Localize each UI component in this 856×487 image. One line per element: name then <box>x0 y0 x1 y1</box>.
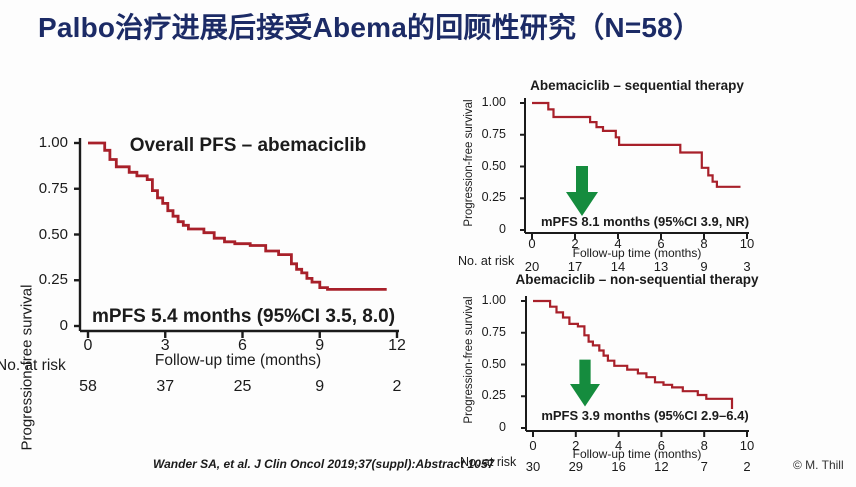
y-tick-label: 0.75 <box>38 179 68 197</box>
y-tick-label: 0.25 <box>481 388 506 403</box>
y-tick-labels: 1.00 0.75 0.50 0.25 0 <box>478 95 508 246</box>
chart-title: Abemaciclib – non-sequential therapy <box>515 272 759 287</box>
y-tick-label: 0 <box>59 317 68 334</box>
x-tick-label: 10 <box>739 438 755 453</box>
y-tick-label: 1.00 <box>38 134 68 151</box>
chart-title: Abemaciclib – sequential therapy <box>530 78 744 93</box>
mpfs-annotation: mPFS 8.1 months (95%CI 3.9, NR) <box>540 214 750 229</box>
y-tick-label: 0 <box>499 420 506 434</box>
km-plot <box>521 296 749 437</box>
y-tick-label: 0 <box>499 222 506 236</box>
at-risk-value: 2 <box>392 378 402 395</box>
at-risk-value: 13 <box>653 259 669 274</box>
x-tick-label: 10 <box>739 236 755 251</box>
km-plot <box>74 138 399 338</box>
sequential-therapy-km-chart: Abemaciclib – sequential therapy Progres… <box>440 70 856 274</box>
overall-pfs-km-chart: Overall PFS – abemaciclib Progression-fr… <box>0 125 436 450</box>
x-axis-label: Follow-up time (months) <box>154 352 322 369</box>
y-tick-labels: 1.00 0.75 0.50 0.25 0 <box>34 134 70 347</box>
y-axis-label: Progression-free survival <box>463 99 475 227</box>
x-tick-label: 0 <box>83 337 93 354</box>
y-tick-label: 0.50 <box>481 158 506 173</box>
x-tick-label: 6 <box>238 337 247 354</box>
x-tick-label: 6 <box>657 438 665 453</box>
at-risk-value: 12 <box>654 459 669 474</box>
at-risk-value: 58 <box>79 378 97 395</box>
mpfs-annotation: mPFS 5.4 months (95%CI 3.5, 8.0) <box>92 306 396 327</box>
chart-title: Overall PFS – abemaciclib <box>129 135 367 156</box>
at-risk-value: 17 <box>567 259 583 274</box>
km-plot <box>520 98 749 239</box>
at-risk-value: 3 <box>743 259 751 274</box>
y-tick-label: 0.50 <box>38 225 68 243</box>
at-risk-value: 2 <box>743 459 751 474</box>
x-tick-label: 0 <box>529 438 537 453</box>
x-tick-label: 2 <box>572 438 580 453</box>
y-tick-label: 0.50 <box>481 356 506 371</box>
citation-text: Wander SA, et al. J Clin Oncol 2019;37(s… <box>153 457 495 471</box>
x-tick-label: 4 <box>614 438 623 453</box>
at-risk-value: 9 <box>700 259 708 274</box>
slide-title: Palbo治疗进展后接受Abema的回顾性研究（N=58） <box>38 12 702 43</box>
at-risk-value: 30 <box>525 459 541 474</box>
x-tick-label: 8 <box>700 438 708 453</box>
at-risk-label: No. at risk <box>458 254 515 268</box>
at-risk-value: 14 <box>610 259 626 274</box>
at-risk-value: 29 <box>568 459 584 474</box>
y-axis-label: Progression-free survival <box>463 296 475 424</box>
at-risk-value: 7 <box>700 459 708 474</box>
y-tick-label: 0.75 <box>481 126 506 141</box>
x-tick-label: 6 <box>657 236 665 251</box>
at-risk-value: 9 <box>315 378 325 395</box>
x-tick-label: 3 <box>160 337 170 354</box>
green-down-arrow-icon <box>570 359 600 407</box>
green-down-arrow-icon <box>566 166 598 216</box>
x-tick-label: 8 <box>700 236 708 251</box>
x-tick-label: 4 <box>614 236 622 251</box>
x-tick-label: 12 <box>388 337 406 354</box>
y-tick-label: 1.00 <box>481 293 506 307</box>
at-risk-value: 25 <box>233 378 252 395</box>
at-risk-label: No. at risk <box>460 455 517 469</box>
non-sequential-therapy-km-chart: Abemaciclib – non-sequential therapy Pro… <box>440 268 856 482</box>
at-risk-value: 16 <box>611 459 626 474</box>
x-tick-label: 2 <box>571 236 579 251</box>
copyright-text: © M. Thill <box>793 458 844 472</box>
at-risk-value: 37 <box>156 378 175 395</box>
x-axis-label: Follow-up time (months) <box>572 246 702 260</box>
mpfs-annotation: mPFS 3.9 months (95%CI 2.9–6.4) <box>541 408 749 423</box>
y-tick-label: 0.75 <box>481 324 506 339</box>
x-tick-label: 0 <box>528 236 536 251</box>
x-axis-label: Follow-up time (months) <box>572 447 702 461</box>
y-tick-label: 1.00 <box>481 95 506 109</box>
x-tick-label: 9 <box>315 337 325 354</box>
at-risk-value: 20 <box>524 259 540 274</box>
y-tick-label: 0.25 <box>38 271 68 289</box>
y-tick-label: 0.25 <box>481 190 506 205</box>
at-risk-label: No. at risk <box>0 357 66 374</box>
y-tick-labels: 1.00 0.75 0.50 0.25 0 <box>478 293 508 444</box>
